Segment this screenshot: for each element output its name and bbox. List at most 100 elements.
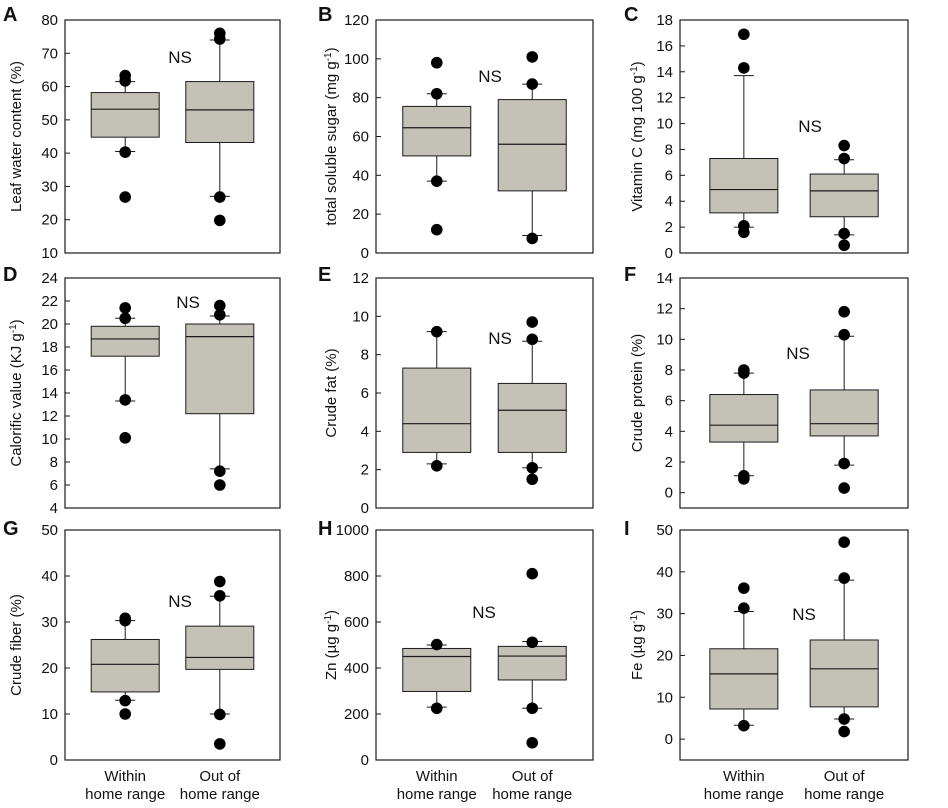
y-tick-label: 14 <box>656 64 673 81</box>
y-tick-label: 50 <box>41 522 58 539</box>
outlier-point <box>119 612 131 625</box>
outlier-point <box>119 432 131 444</box>
y-tick-label: 4 <box>361 423 369 440</box>
outlier-point <box>526 316 539 328</box>
y-tick-label: 10 <box>656 689 673 706</box>
panel-letter: D <box>3 264 17 286</box>
panel-letter: H <box>318 518 332 540</box>
outlier-point <box>214 738 226 750</box>
panel-c: C 0 2 4 6 8 10 12 14 16 18 Vitamin C (mg 100 g-1) NS <box>624 4 909 262</box>
outlier-point <box>119 694 131 707</box>
y-tick-label: 10 <box>656 331 673 348</box>
significance-label: NS <box>176 293 200 312</box>
y-axis-label: total soluble sugar (mg g-1) <box>323 47 341 225</box>
significance-label: NS <box>488 329 512 348</box>
box-out-of-home-range <box>497 51 567 245</box>
x-category-within-home-range: Within home range <box>704 768 784 803</box>
interquartile-box <box>497 382 567 453</box>
panel-letter: B <box>318 4 332 26</box>
interquartile-box <box>90 92 160 138</box>
outlier-point <box>430 638 443 651</box>
significance-label: NS <box>798 117 822 136</box>
plot-frame <box>64 529 281 761</box>
outlier-point <box>526 78 539 90</box>
panel-g: G 0 10 20 30 40 50 Crude fiber (%) NS Within home … <box>3 518 281 803</box>
box-out-of-home-range <box>185 27 255 227</box>
outlier-point <box>119 191 131 203</box>
outlier-point <box>214 191 226 203</box>
significance-label: NS <box>792 605 816 624</box>
panel-letter: G <box>3 518 19 540</box>
outlier-point <box>214 479 226 491</box>
outlier-point <box>838 328 850 341</box>
y-tick-label: 12 <box>656 90 673 107</box>
panel-b: B 0 20 40 60 80 100 120 total soluble sugar (mg … <box>318 4 594 262</box>
y-tick-label: 0 <box>665 731 673 748</box>
y-tick-label: 20 <box>41 212 58 229</box>
y-tick-label: 40 <box>41 568 58 585</box>
y-tick-label: 4 <box>665 193 673 210</box>
outlier-point <box>214 465 226 478</box>
panel-letter: I <box>624 518 630 540</box>
y-tick-label: 14 <box>41 385 58 402</box>
interquartile-box <box>402 367 472 453</box>
y-tick-label: 40 <box>656 564 673 581</box>
outlier-point <box>838 713 850 725</box>
outlier-point <box>526 473 539 486</box>
y-axis-label: Calorific value (KJ g-1) <box>8 319 26 466</box>
y-tick-label: 60 <box>352 129 369 146</box>
y-axis-label: Crude fat (%) <box>323 348 340 437</box>
plot-frame <box>375 529 594 761</box>
outlier-point <box>838 482 850 494</box>
outlier-point <box>119 394 131 406</box>
y-tick-label: 10 <box>656 116 673 133</box>
y-tick-label: 8 <box>361 347 369 364</box>
outlier-point <box>214 27 226 40</box>
y-tick-label: 24 <box>41 270 58 287</box>
outlier-point <box>838 239 850 252</box>
interquartile-box <box>402 647 472 692</box>
significance-label: NS <box>472 603 496 622</box>
box-within-home-range <box>402 56 472 236</box>
interquartile-box <box>809 173 879 218</box>
y-tick-label: 10 <box>352 308 369 325</box>
y-tick-label: 20 <box>41 660 58 677</box>
box-within-home-range <box>709 28 779 239</box>
box-within-home-range <box>402 638 472 715</box>
significance-label: NS <box>168 48 192 67</box>
y-tick-label: 50 <box>656 522 673 539</box>
y-tick-label: 6 <box>665 167 673 184</box>
interquartile-box <box>90 638 160 693</box>
panel-h: H 0 200 400 600 800 1000 Zn (µg g-1) NS Within hom… <box>318 518 594 803</box>
interquartile-box <box>809 639 879 708</box>
box-within-home-range <box>90 302 160 444</box>
y-axis-label: Vitamin C (mg 100 g-1) <box>629 61 647 211</box>
box-within-home-range <box>709 364 779 485</box>
y-tick-label: 2 <box>665 454 673 471</box>
interquartile-box <box>185 81 255 143</box>
y-axis-label: Crude fiber (%) <box>8 594 25 696</box>
panel-e: E 0 2 4 6 8 10 12 Crude fat (%) NS <box>318 264 594 517</box>
y-tick-label: 50 <box>41 112 58 129</box>
y-tick-label: 100 <box>344 51 369 68</box>
y-tick-label: 4 <box>50 500 58 517</box>
outlier-point <box>526 567 539 580</box>
y-axis-label: Zn (µg g-1) <box>323 610 341 680</box>
outlier-point <box>738 602 750 614</box>
outlier-point <box>738 582 750 594</box>
outlier-point <box>119 302 131 314</box>
y-tick-label: 10 <box>41 245 58 262</box>
y-tick-label: 40 <box>41 145 58 162</box>
y-tick-label: 80 <box>352 90 369 107</box>
box-out-of-home-range <box>497 567 567 749</box>
plot-frame <box>679 19 909 254</box>
interquartile-box <box>185 625 255 670</box>
outlier-point <box>838 536 850 548</box>
y-tick-label: 0 <box>665 245 673 262</box>
y-tick-label: 20 <box>41 316 58 333</box>
interquartile-box <box>90 325 160 357</box>
significance-label: NS <box>478 67 502 86</box>
outlier-point <box>526 333 539 346</box>
y-tick-label: 14 <box>656 270 673 287</box>
outlier-point <box>738 364 750 376</box>
